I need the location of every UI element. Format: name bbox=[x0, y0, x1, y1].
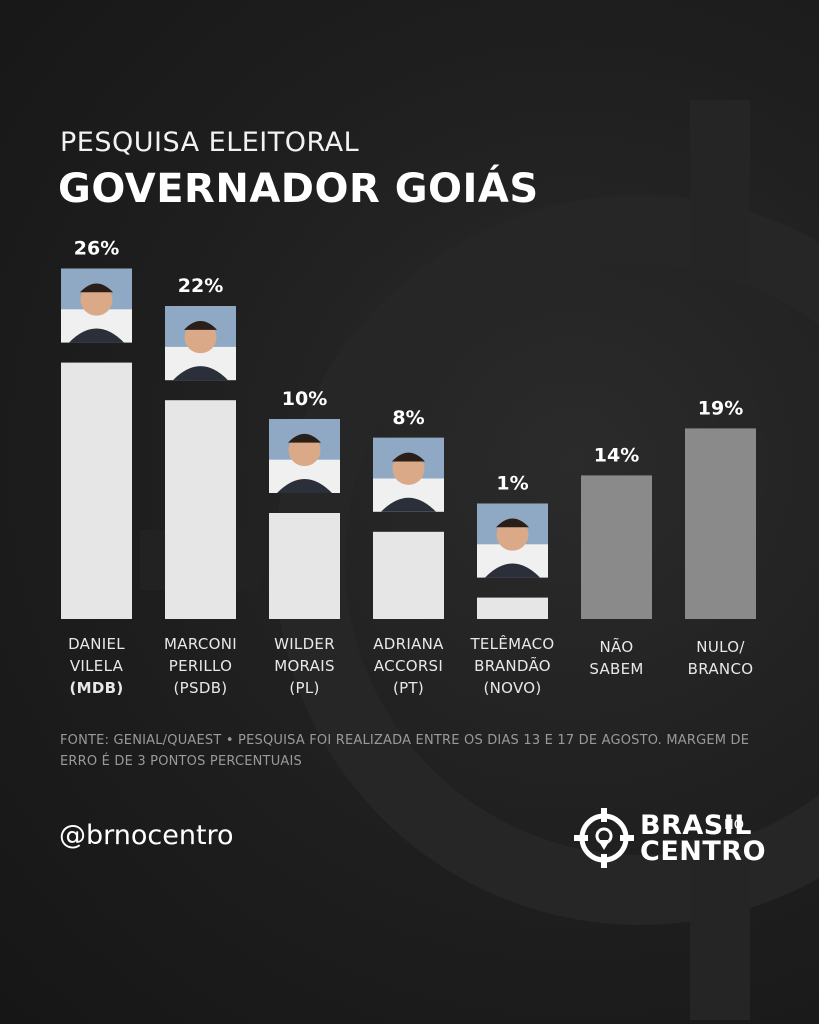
bar-3 bbox=[269, 513, 340, 619]
logo-text-centro: CENTRO bbox=[640, 836, 767, 867]
bar-5 bbox=[477, 597, 548, 619]
chart-title: GOVERNADOR GOIÁS bbox=[58, 166, 539, 212]
value-label-2: 22% bbox=[178, 275, 223, 297]
category-label-5: TELÊMACO BRANDÃO (NOVO) bbox=[470, 635, 555, 697]
bar-2 bbox=[165, 400, 236, 619]
candidate-photo-1 bbox=[61, 268, 132, 343]
source-note: FONTE: GENIAL/QUAEST • PESQUISA FOI REAL… bbox=[60, 733, 750, 769]
candidate-photo-3 bbox=[269, 419, 340, 493]
brand-logo: BRASIL NO CENTRO bbox=[574, 806, 774, 870]
value-label-6: 14% bbox=[594, 444, 639, 466]
bar-7 bbox=[685, 428, 756, 619]
logo-text-brasil: BRASIL bbox=[640, 810, 752, 841]
category-label-4: ADRIANA ACCORSI (PT) bbox=[373, 635, 444, 697]
value-label-1: 26% bbox=[74, 238, 119, 260]
bar-1 bbox=[61, 362, 132, 619]
category-label-3: WILDER MORAIS (PL) bbox=[274, 635, 335, 697]
chart-subtitle: PESQUISA ELEITORAL bbox=[60, 127, 360, 158]
crosshair-icon bbox=[574, 808, 634, 868]
category-label-7: NULO/BRANCO bbox=[687, 638, 754, 678]
value-label-5: 1% bbox=[496, 473, 528, 495]
candidate-photo-5 bbox=[477, 503, 548, 578]
category-label-1: DANIEL VILELA (MDB) bbox=[68, 635, 125, 697]
social-handle[interactable]: @brnocentro bbox=[59, 820, 234, 851]
category-label-6: NÃO SABEM bbox=[589, 638, 644, 678]
value-label-3: 10% bbox=[282, 388, 327, 410]
value-label-4: 8% bbox=[392, 407, 424, 429]
candidate-photo-4 bbox=[373, 437, 444, 512]
value-label-7: 19% bbox=[698, 397, 743, 419]
bar-4 bbox=[373, 531, 444, 619]
category-label-2: MARCONI PERILLO (PSDB) bbox=[164, 635, 237, 697]
logo-text-no: NO bbox=[724, 818, 744, 833]
candidate-photo-2 bbox=[165, 306, 236, 381]
bar-6 bbox=[581, 475, 652, 619]
